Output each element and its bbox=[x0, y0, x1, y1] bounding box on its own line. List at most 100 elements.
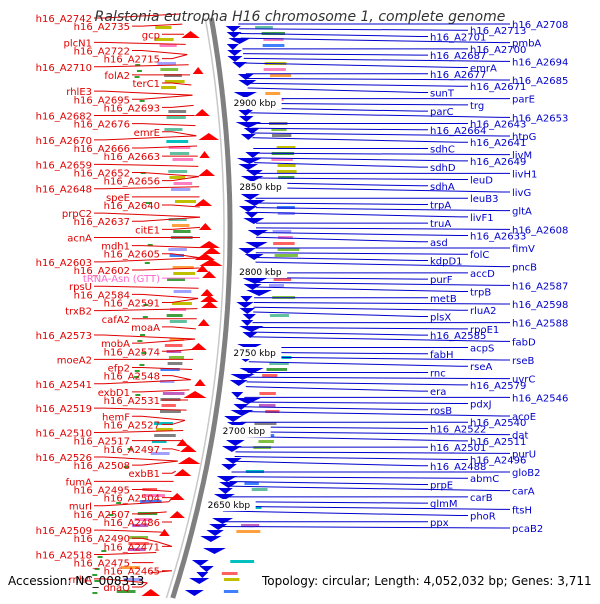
right-gene-leader bbox=[255, 187, 510, 193]
reverse-feature-arrow bbox=[230, 374, 255, 380]
reverse-feature-arrow bbox=[238, 164, 259, 170]
feature-block bbox=[154, 434, 176, 437]
right-gene-leader bbox=[228, 485, 510, 492]
right-gene-leader bbox=[254, 286, 468, 293]
forward-feature-arrow bbox=[194, 253, 216, 260]
left-gene-leader bbox=[94, 334, 196, 340]
right-gene-leader bbox=[255, 232, 468, 237]
left-gene-label: h16_A2517 bbox=[74, 437, 130, 448]
forward-feature-arrow bbox=[159, 529, 170, 536]
forward-feature-arrow bbox=[200, 295, 219, 302]
reverse-feature-arrow bbox=[184, 590, 204, 596]
feature-marker bbox=[139, 100, 145, 102]
left-gene-leader bbox=[162, 54, 188, 60]
right-gene-label: h16_A2649 bbox=[470, 157, 526, 168]
reverse-feature-arrow bbox=[189, 578, 210, 584]
right-gene-leader bbox=[255, 252, 468, 255]
left-gene-leader bbox=[132, 50, 188, 56]
left-gene-label: h16_A2495 bbox=[74, 485, 130, 496]
reverse-feature-arrow bbox=[239, 308, 256, 314]
right-gene-label: rseA bbox=[470, 362, 492, 373]
feature-block bbox=[132, 524, 149, 527]
forward-feature-arrow bbox=[192, 67, 204, 74]
scale-tick-label: 2650 kbp bbox=[208, 501, 251, 511]
feature-block bbox=[157, 62, 176, 65]
left-gene-label: rhlE3 bbox=[66, 87, 92, 98]
left-gene-label: h16_A2573 bbox=[36, 331, 92, 342]
topology-label: Topology: circular; Length: 4,052,032 bp… bbox=[262, 574, 592, 588]
feature-block bbox=[241, 524, 260, 527]
feature-block bbox=[269, 314, 289, 317]
reverse-feature-arrow bbox=[203, 548, 226, 554]
left-gene-label: h16_A2504 bbox=[104, 494, 160, 505]
left-gene-label: h16_A2742 bbox=[36, 14, 92, 25]
right-gene-label: trg bbox=[470, 101, 484, 112]
scale-tick-background bbox=[220, 425, 271, 437]
right-gene-leader bbox=[254, 177, 468, 181]
right-gene-label: h16_A2588 bbox=[512, 319, 568, 330]
forward-feature-arrow bbox=[194, 199, 213, 206]
reverse-feature-arrow bbox=[240, 296, 253, 302]
feature-block bbox=[223, 578, 240, 581]
right-gene-label: leuB3 bbox=[470, 194, 499, 205]
right-gene-leader bbox=[240, 37, 510, 44]
left-gene-leader bbox=[132, 293, 199, 299]
feature-block bbox=[167, 362, 183, 365]
left-gene-leader bbox=[162, 104, 194, 108]
right-gene-leader bbox=[253, 152, 510, 156]
left-gene-label: terC1 bbox=[132, 79, 160, 90]
right-gene-label: h16_A2687 bbox=[430, 51, 486, 62]
left-gene-label: mdh1 bbox=[101, 242, 130, 253]
left-gene-leader bbox=[132, 338, 196, 344]
right-gene-label: h16_A2579 bbox=[470, 381, 526, 392]
feature-block bbox=[162, 392, 185, 395]
right-gene-leader bbox=[249, 351, 428, 355]
left-gene-leader bbox=[94, 308, 198, 312]
left-gene-label: h16_A2640 bbox=[104, 201, 160, 212]
right-gene-leader bbox=[251, 127, 428, 131]
right-gene-leader bbox=[255, 182, 428, 187]
right-gene-label: folC bbox=[470, 250, 489, 261]
reverse-feature-arrow bbox=[243, 200, 266, 206]
right-gene-label: asd bbox=[430, 238, 448, 249]
feature-marker bbox=[134, 370, 140, 372]
left-gene-label: cafA2 bbox=[102, 315, 130, 326]
scale-tick-label: 2750 kbp bbox=[233, 349, 276, 359]
reverse-feature-arrow bbox=[213, 494, 235, 500]
left-gene-leader bbox=[132, 367, 192, 371]
feature-block bbox=[276, 206, 295, 209]
left-gene-label: h16_A2676 bbox=[74, 120, 130, 131]
reverse-feature-arrow bbox=[238, 206, 258, 212]
left-gene-label: h16_A2715 bbox=[104, 55, 160, 66]
feature-block bbox=[276, 146, 296, 149]
right-gene-label: glmM bbox=[430, 499, 458, 510]
right-gene-label: dat bbox=[512, 431, 528, 442]
left-gene-label: efp2 bbox=[108, 364, 130, 375]
reverse-feature-arrow bbox=[229, 380, 248, 386]
left-gene-label: h16_A2541 bbox=[36, 380, 92, 391]
left-gene-leader bbox=[162, 204, 200, 208]
right-gene-label: h16_A2701 bbox=[430, 32, 486, 43]
right-gene-leader bbox=[253, 302, 510, 305]
left-gene-label: h16_A2637 bbox=[74, 217, 130, 228]
reverse-feature-arrow bbox=[232, 62, 247, 68]
scale-tick-background bbox=[205, 499, 256, 511]
forward-feature-arrow bbox=[199, 259, 223, 266]
feature-block bbox=[169, 254, 184, 257]
right-gene-label: livG bbox=[512, 188, 531, 199]
right-gene-label: h16_A2511 bbox=[470, 437, 526, 448]
forward-feature-arrow bbox=[190, 343, 207, 350]
left-gene-leader bbox=[94, 13, 181, 19]
left-gene-leader bbox=[94, 529, 162, 533]
feature-block bbox=[161, 86, 177, 89]
feature-marker bbox=[140, 334, 146, 336]
left-gene-leader bbox=[94, 186, 200, 190]
left-gene-label: h16_A2652 bbox=[74, 168, 130, 179]
right-gene-label: h16_A2685 bbox=[512, 76, 568, 87]
reverse-feature-arrow bbox=[240, 134, 256, 140]
feature-block bbox=[153, 422, 173, 425]
map-title: Ralstonia eutropha H16 chromosome 1, com… bbox=[94, 9, 506, 25]
feature-marker bbox=[143, 304, 149, 306]
right-gene-label: truA bbox=[430, 219, 451, 230]
feature-block bbox=[120, 566, 141, 569]
